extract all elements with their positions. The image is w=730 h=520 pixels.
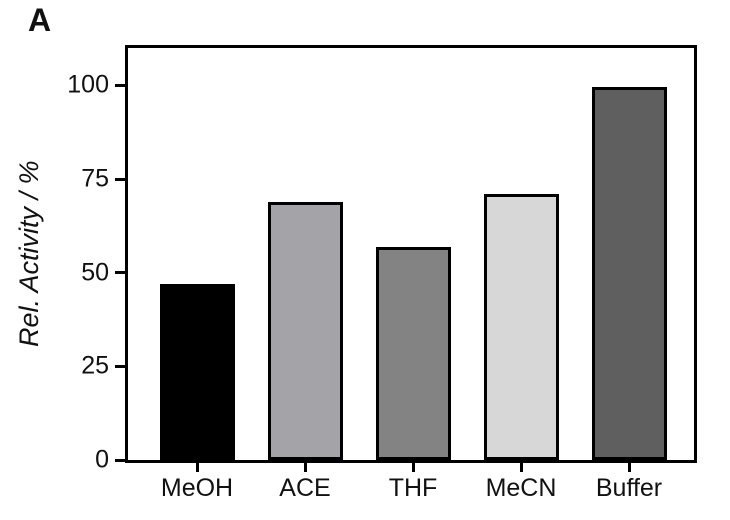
y-tick-label: 0 <box>95 445 109 474</box>
y-tick-label: 25 <box>81 351 109 380</box>
x-tick-mark <box>627 463 631 472</box>
plot-area: 0 25 50 75 100 MeOH ACE THF MeCN Buffer <box>67 45 697 501</box>
x-tick-label-ace: ACE <box>279 474 331 502</box>
x-tick-mark <box>519 463 523 472</box>
bar-thf <box>375 246 451 460</box>
x-tick-mark <box>303 463 307 472</box>
x-tick-label-mecn: MeCN <box>485 474 557 502</box>
y-tick-label: 50 <box>81 258 109 287</box>
bar-mecn <box>483 194 559 460</box>
x-tick-label-meoh: MeOH <box>160 474 234 502</box>
x-tick-mark <box>411 463 415 472</box>
y-tick-mark <box>115 83 125 87</box>
bar-ace <box>267 201 343 460</box>
x-tick-label-thf: THF <box>388 474 438 502</box>
y-tick-label: 100 <box>67 70 109 99</box>
x-tick-label-buffer: Buffer <box>595 474 663 502</box>
bar-meoh <box>159 283 235 460</box>
bar-buffer <box>591 87 667 460</box>
y-tick-mark <box>115 458 125 462</box>
panel-label: A <box>28 2 52 38</box>
y-tick-mark <box>115 177 125 181</box>
y-axis-label: Rel. Activity / % <box>14 160 44 348</box>
y-tick-mark <box>115 271 125 275</box>
x-tick-mark <box>195 463 199 472</box>
y-tick-mark <box>115 364 125 368</box>
y-tick-label: 75 <box>81 164 109 193</box>
